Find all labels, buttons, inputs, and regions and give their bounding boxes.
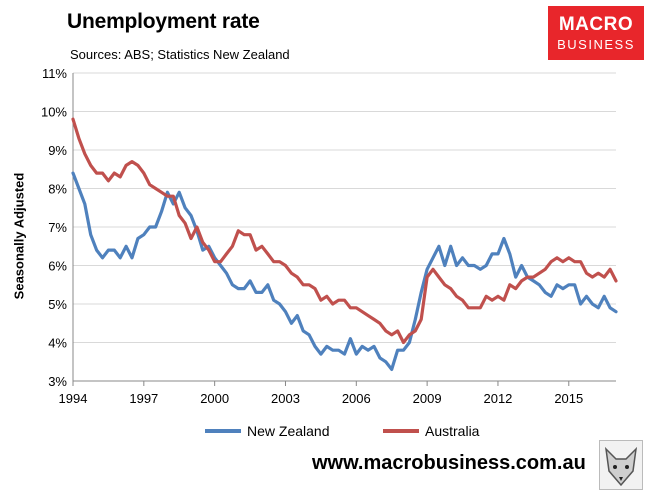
website-link[interactable]: www.macrobusiness.com.au	[312, 452, 586, 474]
logo-line-1: MACRO	[558, 14, 634, 35]
y-tick-label: 10%	[41, 105, 67, 120]
chart-title: Unemployment rate	[67, 10, 260, 33]
series-line-new-zealand	[71, 171, 618, 371]
x-tick-label: 1997	[129, 391, 158, 406]
y-tick-label: 6%	[48, 259, 67, 274]
x-tick-label: 2012	[483, 391, 512, 406]
brand-logo: MACRO BUSINESS	[548, 6, 644, 60]
fox-logo-image	[599, 440, 643, 490]
legend-item-australia: Australia	[383, 423, 479, 439]
series-lines	[71, 117, 618, 371]
x-tick-labels: 1994 1997 2000 2003 2006 2009 2012 2015	[59, 391, 584, 406]
legend-swatch-new-zealand	[205, 429, 241, 433]
legend-label-australia: Australia	[425, 423, 480, 439]
y-tick-label: 7%	[48, 220, 67, 235]
x-tick-label: 2015	[554, 391, 583, 406]
x-tick-label: 2003	[271, 391, 300, 406]
y-tick-label: 9%	[48, 143, 67, 158]
x-tick-label: 2000	[200, 391, 229, 406]
y-tick-labels: 3% 4% 5% 6% 7% 8% 9% 10% 11%	[41, 66, 67, 389]
legend-swatch-australia	[383, 429, 419, 433]
fox-icon	[604, 446, 638, 487]
legend-label-new-zealand: New Zealand	[247, 423, 330, 439]
y-tick-label: 3%	[48, 374, 67, 389]
axes	[72, 73, 616, 386]
x-tick-label: 2006	[342, 391, 371, 406]
y-tick-label: 11%	[42, 66, 67, 81]
legend-item-new-zealand: New Zealand	[205, 423, 330, 439]
chart-subtitle: Sources: ABS; Statistics New Zealand	[70, 47, 290, 62]
series-line-australia	[71, 117, 618, 345]
y-tick-label: 5%	[48, 297, 67, 312]
x-tick-label: 1994	[59, 391, 88, 406]
logo-line-2: BUSINESS	[557, 37, 635, 52]
y-tick-label: 8%	[48, 182, 67, 197]
x-tick-label: 2009	[413, 391, 442, 406]
y-tick-label: 4%	[48, 336, 67, 351]
